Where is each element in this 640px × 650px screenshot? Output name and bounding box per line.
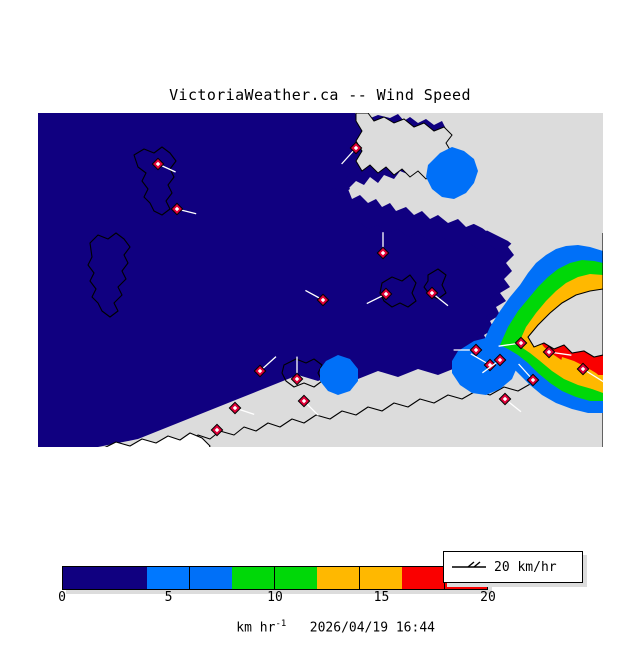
wind-patch-northeast: [426, 147, 478, 199]
station-marker-center: [214, 427, 220, 433]
colorbar-segment: [317, 567, 359, 589]
station-layer[interactable]: [151, 141, 603, 437]
colorbar-segment: [232, 567, 274, 589]
colorbar-ticks: 0 5 10 15 20: [58, 590, 496, 606]
wind-barb-legend-label: 20 km/hr: [494, 559, 557, 575]
coastline-southwest: [104, 432, 211, 447]
station-marker-center: [301, 398, 307, 404]
station-marker-center: [320, 297, 326, 303]
sea-navy-mass: [38, 113, 502, 447]
colorbar-tick-label: 5: [164, 590, 173, 605]
station-marker-center: [383, 291, 389, 297]
land-east-peninsula: [527, 233, 603, 358]
colorbar-tick-label: 10: [267, 590, 283, 605]
colorbar-segment: [359, 567, 402, 589]
station-marker-center: [429, 290, 435, 296]
wind-barb-legend[interactable]: 20 km/hr: [443, 551, 583, 583]
station-marker-center: [530, 377, 536, 383]
map-graphic: [38, 113, 603, 447]
station-marker-center: [502, 396, 508, 402]
wind-patch-midleft: [320, 355, 358, 395]
units-gap: [286, 620, 309, 635]
station-marker-center: [294, 376, 300, 382]
page-title: VictoriaWeather.ca -- Wind Speed: [169, 86, 471, 104]
station-marker-center: [497, 357, 503, 363]
timestamp-label: 2026/04/19 16:44: [309, 620, 435, 636]
islands-northwest: [87, 146, 177, 318]
colorbar-segment: [274, 567, 317, 589]
wind-tail-east: [560, 357, 603, 393]
station-marker-center: [257, 368, 263, 374]
colorbar-tick-label: 15: [373, 590, 390, 605]
colorbar-tick-label: 20: [480, 590, 496, 605]
station-marker-center: [580, 366, 586, 372]
station-marker-center: [473, 347, 479, 353]
colorbar[interactable]: [62, 566, 488, 590]
units-exponent: -1: [275, 619, 287, 629]
station-marker-center: [546, 349, 552, 355]
station-marker-center: [232, 405, 238, 411]
units-label: km hr: [236, 620, 276, 636]
colorbar-gradient[interactable]: [62, 566, 488, 590]
colorbar-segment: [63, 567, 105, 589]
wind-barb-shaft: [582, 368, 603, 383]
colorbar-tick-label: 0: [58, 590, 66, 605]
colorbar-segment: [189, 567, 232, 589]
wind-barb-icon: [444, 552, 494, 582]
map-canvas[interactable]: [38, 113, 603, 447]
colorbar-segment: [105, 567, 147, 589]
station-marker-center: [174, 206, 180, 212]
colorbar-segment: [402, 567, 444, 589]
colorbar-segment: [147, 567, 189, 589]
colorbar-units-and-timestamp: km hr-1 2026/04/19 16:44: [0, 604, 640, 650]
station-marker-center: [518, 340, 524, 346]
